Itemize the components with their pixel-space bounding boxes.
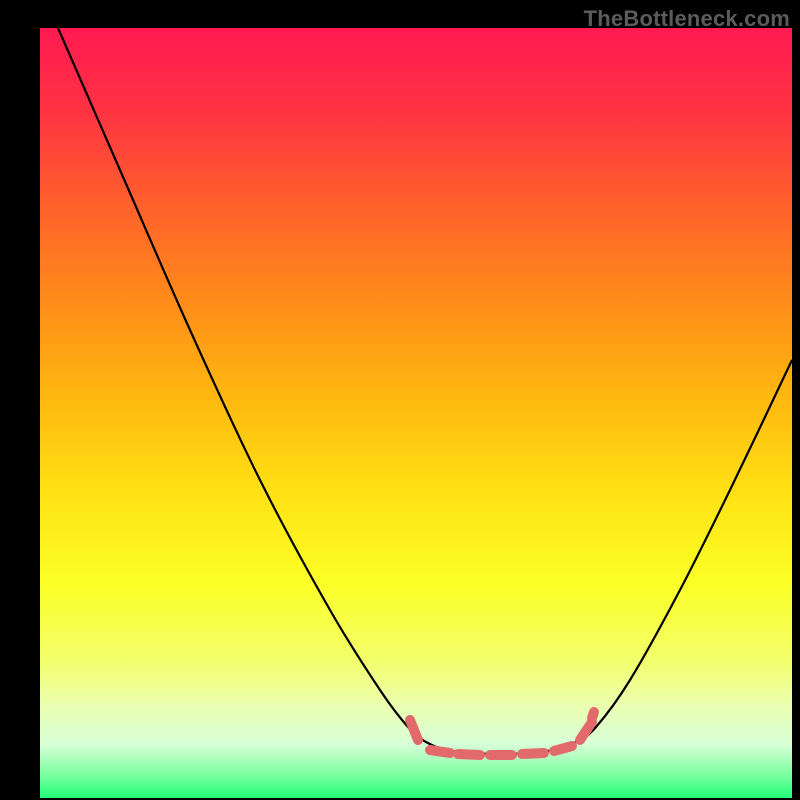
bottom-marker-segment	[554, 746, 572, 751]
chart-container: TheBottleneck.com	[0, 0, 800, 800]
plot-background-gradient	[40, 28, 792, 798]
bottom-marker-segment	[592, 712, 594, 718]
bottleneck-chart	[0, 0, 800, 800]
bottom-marker-segment	[458, 754, 480, 755]
bottom-marker-segment	[522, 753, 544, 754]
bottom-marker-segment	[430, 750, 450, 753]
watermark-text: TheBottleneck.com	[584, 6, 790, 32]
